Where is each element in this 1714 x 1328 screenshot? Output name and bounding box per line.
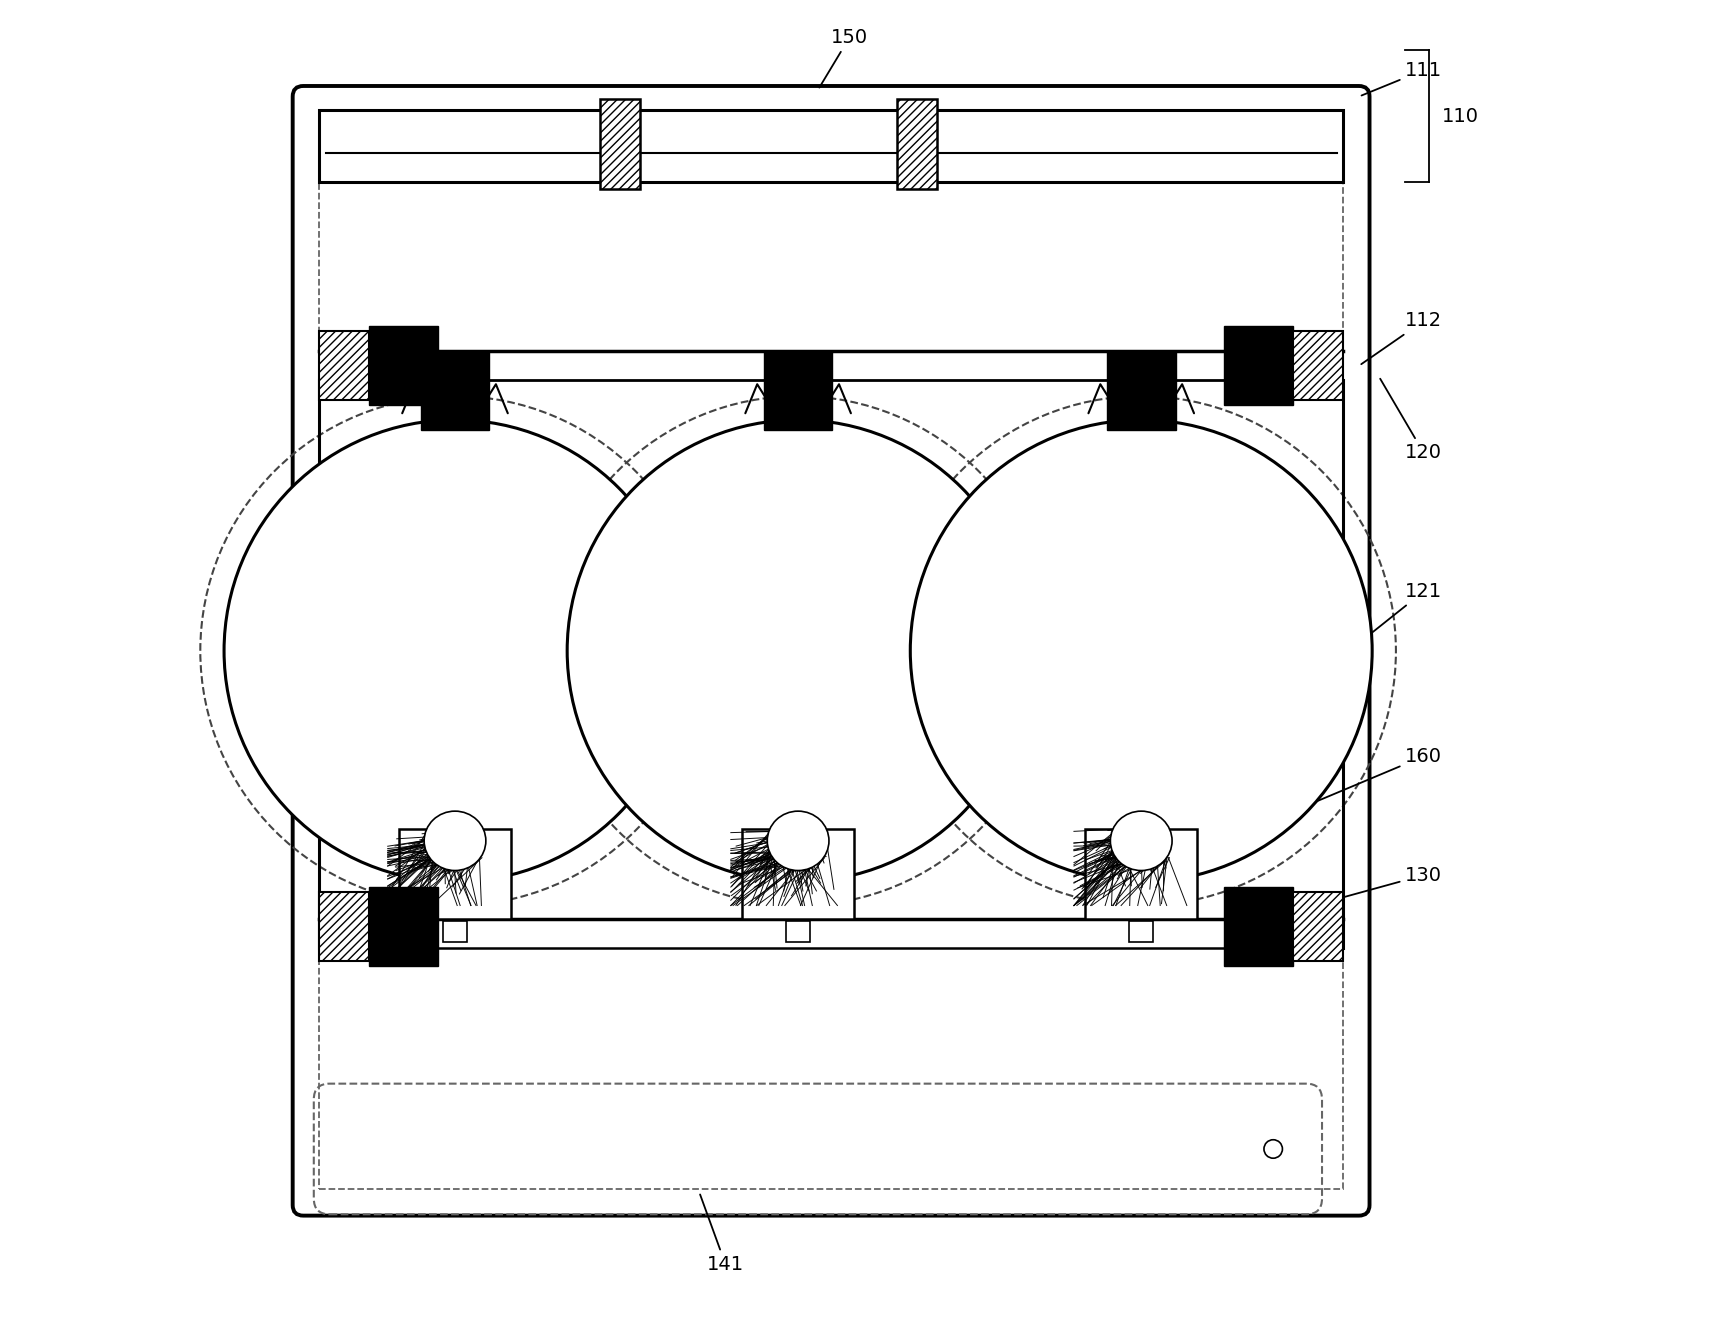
- Text: 130: 130: [1282, 866, 1441, 914]
- Circle shape: [910, 420, 1371, 882]
- Bar: [600, 100, 639, 189]
- Bar: [319, 113, 1342, 1190]
- Bar: [369, 887, 437, 967]
- Bar: [1292, 332, 1342, 400]
- Bar: [319, 110, 1342, 182]
- Text: 110: 110: [1441, 106, 1477, 126]
- Bar: [742, 829, 854, 919]
- Circle shape: [225, 420, 686, 882]
- Ellipse shape: [766, 811, 828, 871]
- Bar: [1224, 887, 1292, 967]
- Text: 120: 120: [1380, 378, 1441, 462]
- Text: 121: 121: [1301, 582, 1441, 689]
- Bar: [1224, 327, 1292, 405]
- Bar: [319, 332, 369, 400]
- Bar: [763, 351, 831, 430]
- Bar: [896, 100, 936, 189]
- Text: 160: 160: [1268, 746, 1441, 821]
- Text: 150: 150: [819, 28, 867, 88]
- Bar: [1130, 922, 1152, 943]
- Bar: [399, 829, 511, 919]
- Bar: [1085, 829, 1196, 919]
- Ellipse shape: [423, 811, 485, 871]
- Bar: [420, 351, 488, 430]
- Bar: [442, 922, 466, 943]
- Circle shape: [567, 420, 1028, 882]
- Text: 141: 141: [699, 1194, 744, 1274]
- Text: 112: 112: [1361, 311, 1441, 364]
- Text: 111: 111: [1361, 61, 1441, 96]
- Bar: [1106, 351, 1174, 430]
- Bar: [369, 327, 437, 405]
- Ellipse shape: [1109, 811, 1171, 871]
- Bar: [785, 922, 809, 943]
- Bar: [319, 892, 369, 961]
- Bar: [1292, 892, 1342, 961]
